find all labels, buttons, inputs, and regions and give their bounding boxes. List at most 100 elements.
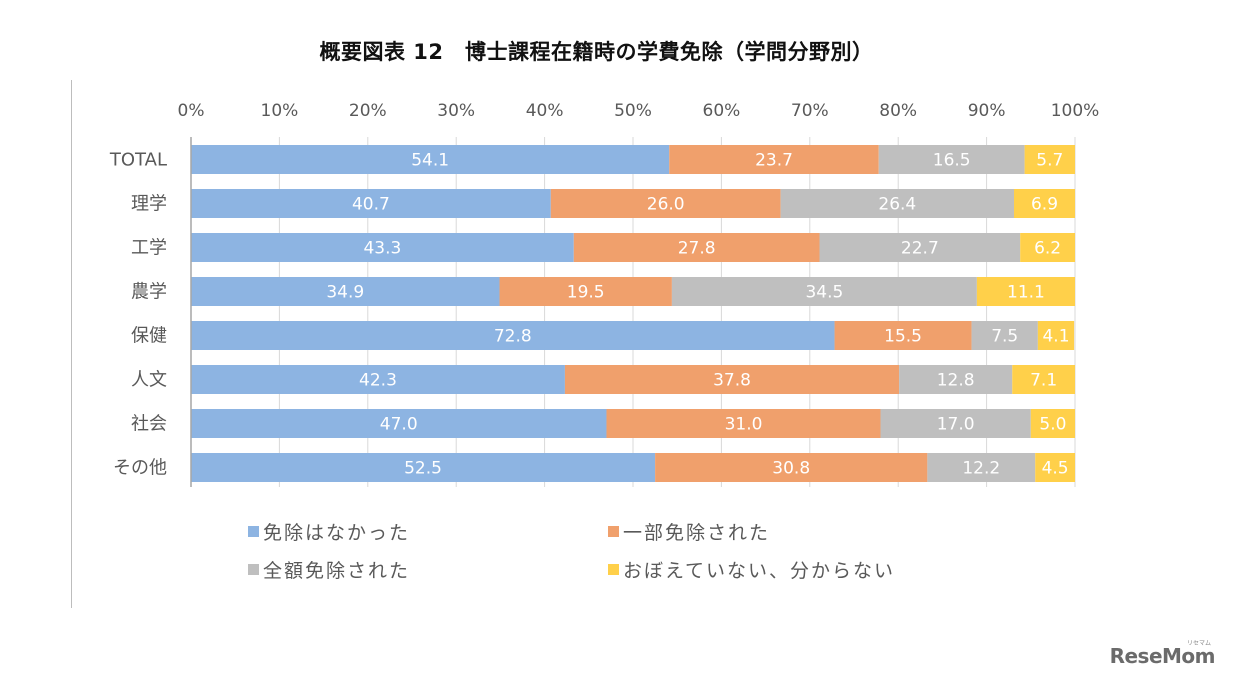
data-label: 26.4 — [878, 195, 916, 215]
data-label: 4.1 — [1042, 327, 1069, 347]
data-label: 27.8 — [678, 239, 716, 259]
data-label: 31.0 — [725, 415, 763, 435]
data-label: 4.5 — [1042, 459, 1069, 479]
bar-segment — [1030, 409, 1075, 438]
bar-segment — [780, 189, 1015, 218]
bars — [191, 145, 1075, 482]
x-tick-label: 60% — [703, 101, 741, 121]
legend-item-no-exemption: 免除はなかった — [248, 518, 410, 545]
category-label: 社会 — [131, 414, 167, 435]
x-tick-label: 100% — [1051, 101, 1100, 121]
data-label: 19.5 — [567, 283, 605, 303]
legend-swatch-icon — [248, 564, 259, 575]
legend-swatch-icon — [248, 526, 259, 537]
data-label: 40.7 — [352, 195, 390, 215]
legend-label: 全額免除された — [263, 560, 411, 582]
left-border-rule — [71, 80, 72, 608]
bar-segment — [606, 409, 881, 438]
bar-segment — [550, 189, 781, 218]
bar-segment — [669, 145, 879, 174]
x-tick-label: 0% — [178, 101, 205, 121]
bar-segment — [655, 453, 928, 482]
data-label: 26.0 — [647, 195, 685, 215]
category-label: 人文 — [131, 370, 167, 391]
bar-segment — [1035, 453, 1075, 482]
data-label: 52.5 — [404, 459, 442, 479]
data-labels: 54.1 23.7 16.5 5.7 40.7 26.0 26.4 6.9 43.3 27.8 22… — [326, 151, 1069, 479]
data-label: 43.3 — [363, 239, 401, 259]
bar-segment — [499, 277, 672, 306]
category-label: 保健 — [131, 326, 167, 347]
data-label: 34.5 — [805, 283, 843, 303]
legend-item-partial-exemption: 一部免除された — [608, 518, 770, 545]
bar-segment — [191, 233, 574, 262]
data-label: 30.8 — [772, 459, 810, 479]
bar-segment — [191, 145, 670, 174]
x-tick-label: 90% — [968, 101, 1006, 121]
category-label: 工学 — [131, 238, 167, 259]
bar-segment — [191, 453, 656, 482]
bar-segment — [927, 453, 1036, 482]
watermark-subtext: リセマム — [1186, 640, 1211, 647]
data-label: 7.5 — [991, 327, 1018, 347]
data-label: 72.8 — [494, 327, 532, 347]
data-label: 7.1 — [1030, 371, 1057, 391]
legend-label: おぼえていない、分からない — [623, 560, 896, 582]
legend-swatch-icon — [608, 564, 619, 575]
legend-label: 一部免除された — [623, 522, 771, 544]
category-label: 農学 — [131, 282, 167, 303]
x-tick-label: 70% — [791, 101, 829, 121]
data-label: 5.0 — [1039, 415, 1066, 435]
legend-label: 免除はなかった — [263, 522, 411, 544]
bar-segment — [191, 321, 835, 350]
bar-segment — [878, 145, 1025, 174]
data-label: 6.2 — [1034, 239, 1061, 259]
data-label: 6.9 — [1031, 195, 1058, 215]
data-label: 5.7 — [1036, 151, 1063, 171]
data-label: 15.5 — [884, 327, 922, 347]
bar-segment — [1014, 189, 1075, 218]
bar-segment — [191, 189, 551, 218]
legend-item-unknown: おぼえていない、分からない — [608, 556, 895, 583]
bar-segment — [1024, 145, 1075, 174]
bar-segment — [191, 365, 565, 394]
category-label: 理学 — [131, 194, 167, 215]
data-label: 17.0 — [937, 415, 975, 435]
legend-swatch-icon — [608, 526, 619, 537]
data-label: 23.7 — [755, 151, 793, 171]
x-tick-label: 20% — [349, 101, 387, 121]
bar-segment — [819, 233, 1021, 262]
bar-segment — [976, 277, 1075, 306]
data-label: 11.1 — [1007, 283, 1045, 303]
bar-segment — [834, 321, 972, 350]
bar-segment — [573, 233, 820, 262]
data-label: 42.3 — [359, 371, 397, 391]
bar-segment — [1037, 321, 1075, 350]
x-tick-label: 10% — [261, 101, 299, 121]
category-label: その他 — [113, 458, 167, 479]
data-label: 54.1 — [411, 151, 449, 171]
data-label: 22.7 — [901, 239, 939, 259]
data-label: 47.0 — [380, 415, 418, 435]
bar-segment — [191, 277, 500, 306]
data-label: 37.8 — [713, 371, 751, 391]
x-axis-ticks: 0% 10% 20% 30% 40% 50% 60% 70% 80% 90% 100% — [178, 101, 1100, 121]
bar-segment — [880, 409, 1031, 438]
bar-segment — [191, 409, 607, 438]
bar-segment — [1020, 233, 1075, 262]
bar-segment — [1012, 365, 1075, 394]
data-label: 34.9 — [326, 283, 364, 303]
data-label: 12.2 — [962, 459, 1000, 479]
bar-segment — [671, 277, 977, 306]
bar-segment — [564, 365, 900, 394]
x-tick-label: 80% — [879, 101, 917, 121]
bar-segment — [899, 365, 1013, 394]
bar-segment — [971, 321, 1038, 350]
x-tick-label: 50% — [614, 101, 652, 121]
data-label: 16.5 — [933, 151, 971, 171]
category-label: TOTAL — [109, 150, 167, 171]
data-label: 12.8 — [937, 371, 975, 391]
chart-title: 概要図表 12 博士課程在籍時の学費免除（学問分野別） — [319, 40, 874, 64]
